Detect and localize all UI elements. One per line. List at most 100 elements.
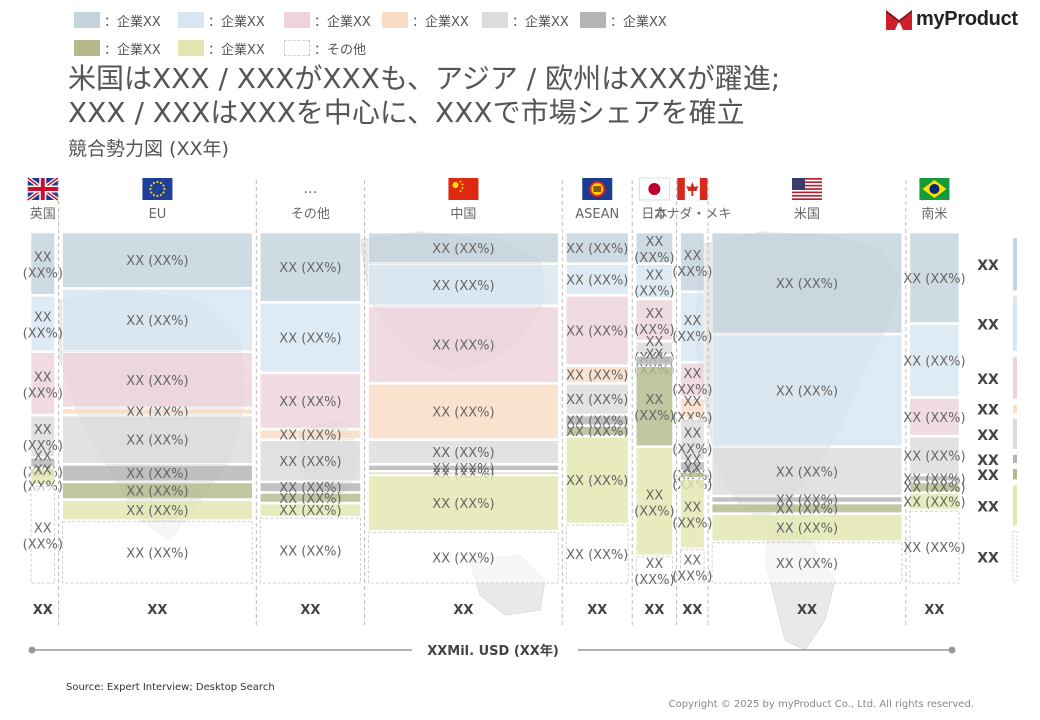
legend-label: ：企業XX [104,42,161,58]
column-header: 日本 [641,207,667,222]
segment-bar [368,232,559,263]
segment-bar [62,500,253,520]
segment-label: (XX%) [672,443,712,458]
segment-bar [635,556,674,584]
column-total: XX [300,603,320,618]
segment-bar [30,296,55,351]
segment-label: (XX%) [672,383,712,398]
segment-label: XX [645,557,663,572]
segment-bar [680,362,705,397]
right-label: XX [977,499,999,515]
segment-bar [62,289,253,351]
segment-label: XX (XX%) [903,354,965,369]
segment-bar [635,264,673,299]
segment-label: (XX%) [634,573,674,588]
segment-bar [711,447,903,496]
segment-bar [368,472,559,475]
legend-swatch [74,40,100,56]
right-marker [1013,404,1017,413]
segment-bar [368,475,559,531]
column-header: ASEAN [575,207,619,222]
segment-bar [566,366,629,383]
segment-label: (XX%) [672,330,712,345]
segment-label: XX (XX%) [432,497,494,512]
legend-label: ：企業XX [314,14,371,30]
segment-bar [680,292,705,362]
segment-bar [566,264,629,295]
segment-label: XX (XX%) [279,481,341,496]
segment-label: XX [645,268,663,283]
segment-label: XX (XX%) [126,504,188,519]
title-line-1: 米国はXXX / XXXがXXXも、アジア / 欧州はXXXが躍進; [68,62,781,95]
segment-label: XX [683,427,701,442]
segment-bar [30,485,56,584]
legend-item: ：企業XX [482,12,569,30]
segment-label: XX (XX%) [903,481,965,496]
axis-label: XXMil. USD (XX年) [427,643,559,659]
legend-swatch [482,12,508,28]
segment-label: XX (XX%) [566,474,628,489]
right-label: XX [977,428,999,444]
flag-japan-icon [638,177,670,201]
segment-bar [909,510,960,584]
flag-china-icon [448,178,479,200]
segment-bar [368,384,559,439]
segment-label: XX [34,464,52,479]
segment-bar [62,232,253,288]
legend-label: ：企業XX [512,14,569,30]
segment-bar [62,415,253,464]
legend-label: ：企業XX [412,14,469,30]
segment-label: XX [683,249,701,264]
segment-bar [368,440,559,464]
right-label: XX [977,453,999,469]
column-header: EU [149,207,167,222]
segment-label: XX (XX%) [903,272,965,287]
column-total: XX [33,603,53,618]
segment-bar [62,352,253,408]
segment-label: (XX%) [634,504,674,519]
segment-label: XX (XX%) [903,450,965,465]
right-label: XX [977,318,999,334]
column-header: カナダ・メキ [653,207,731,222]
segment-label: XX (XX%) [776,502,838,517]
segment-label: XX (XX%) [776,384,838,399]
svg-text:…: … [303,181,317,197]
flag-asean-icon [582,178,613,200]
segment-bar [711,232,903,334]
legend-item: ：企業XX [284,12,371,30]
legend-swatch [74,12,100,28]
right-label: XX [977,403,999,419]
right-label: XX [977,372,999,388]
segment-label: XX (XX%) [566,242,628,257]
segment-bar [259,517,362,584]
legend-label: ：企業XX [208,14,265,30]
segment-label: XX (XX%) [126,314,188,329]
segment-bar [711,542,903,584]
legend-item: ：企業XX [580,12,667,30]
right-marker [1013,454,1017,463]
legend-label: ：企業XX [610,14,667,30]
column-total: XX [453,603,473,618]
legend-swatch [284,40,310,56]
segment-label: XX (XX%) [776,522,838,537]
column-total: XX [644,603,664,618]
column-header: その他 [291,207,330,222]
segment-bar [680,461,705,471]
segment-label: XX (XX%) [566,369,628,384]
page-title: 米国はXXX / XXXがXXXも、アジア / 欧州はXXXが躍進; XXX /… [68,62,780,130]
segment-bar [62,408,253,415]
segment-bar [368,531,559,584]
segment-label: XX (XX%) [126,485,188,500]
segment-label: XX (XX%) [279,492,341,507]
segment-label: XX (XX%) [903,495,965,510]
brand-logo-icon [886,9,912,30]
segment-bar [30,352,55,415]
segment-bar [635,447,673,556]
segment-label: XX (XX%) [566,425,628,440]
segment-bar [368,465,559,471]
legend-swatch [580,12,606,28]
segment-label: XX [645,488,663,503]
segment-label: XX (XX%) [432,279,494,294]
flag-brazil-icon [919,178,950,200]
segment-label: XX [34,423,52,438]
